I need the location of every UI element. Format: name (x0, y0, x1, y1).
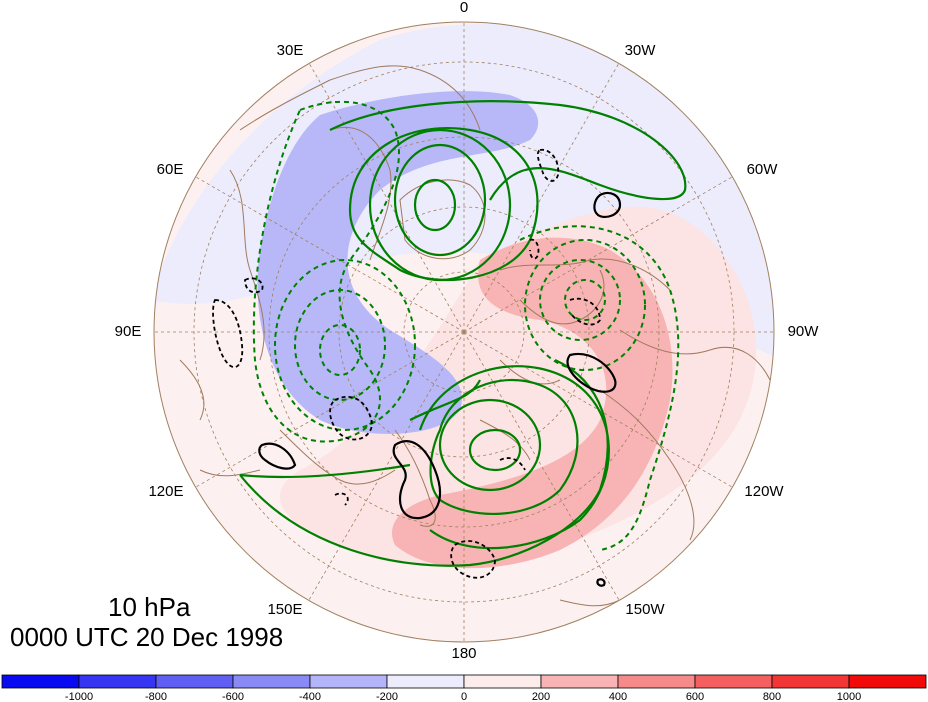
zero-contours (258, 191, 622, 587)
positive-contours (239, 100, 687, 567)
colorbar-label: -200 (376, 691, 398, 702)
negative-contours (252, 100, 680, 551)
colorbar-box (78, 674, 157, 689)
lon-label-30w: 30W (625, 42, 657, 59)
longitude-labels: 0 30W 60W 90W 120W 150W 180 150E 120E 90… (115, 0, 820, 662)
colorbar-label: 0 (461, 691, 467, 702)
colorbar-box (232, 674, 311, 689)
colorbar-label: -1000 (65, 691, 93, 702)
colorbar-box (694, 674, 773, 689)
colorbar-labels: -1000 -800 -600 -400 -200 0 200 400 600 800 1000 (65, 691, 861, 702)
colorbar: -1000 -800 -600 -400 -200 0 200 400 600 800 1000 (1, 674, 927, 702)
colorbar-box (155, 674, 234, 689)
coastlines (179, 65, 771, 607)
colorbar-box (463, 674, 542, 689)
colorbar-box (617, 674, 696, 689)
lon-label-60e: 60E (157, 161, 184, 178)
lon-label-90e: 90E (115, 323, 142, 340)
colorbar-box (309, 674, 388, 689)
colorbar-box (848, 674, 927, 689)
lon-label-30e: 30E (277, 42, 304, 59)
colorbar-label: 1000 (837, 691, 861, 702)
title-time: 0000 UTC 20 Dec 1998 (10, 622, 284, 652)
colorbar-box (386, 674, 465, 689)
lon-label-150e: 150E (267, 601, 302, 618)
colorbar-box (1, 674, 80, 689)
colorbar-label: -800 (145, 691, 167, 702)
colorbar-box (771, 674, 850, 689)
colorbar-label: -400 (299, 691, 321, 702)
lon-label-90w: 90W (788, 323, 820, 340)
lon-label-120w: 120W (744, 483, 784, 500)
lon-label-60w: 60W (747, 161, 779, 178)
map-border (153, 21, 775, 643)
colorbar-label: 200 (532, 691, 550, 702)
title-level: 10 hPa (108, 592, 191, 622)
colorbar-boxes (1, 674, 927, 689)
lon-label-180: 180 (451, 645, 476, 662)
colorbar-box (540, 674, 619, 689)
colorbar-label: 800 (763, 691, 781, 702)
colorbar-label: -600 (222, 691, 244, 702)
lon-label-150w: 150W (625, 601, 665, 618)
colorbar-label: 400 (609, 691, 627, 702)
lon-label-0: 0 (460, 0, 468, 16)
zero-contours-dashed (212, 148, 601, 579)
shade-negative-vortex (257, 91, 539, 434)
graticule (154, 22, 774, 642)
colorbar-label: 600 (686, 691, 704, 702)
lon-label-120e: 120E (148, 483, 183, 500)
